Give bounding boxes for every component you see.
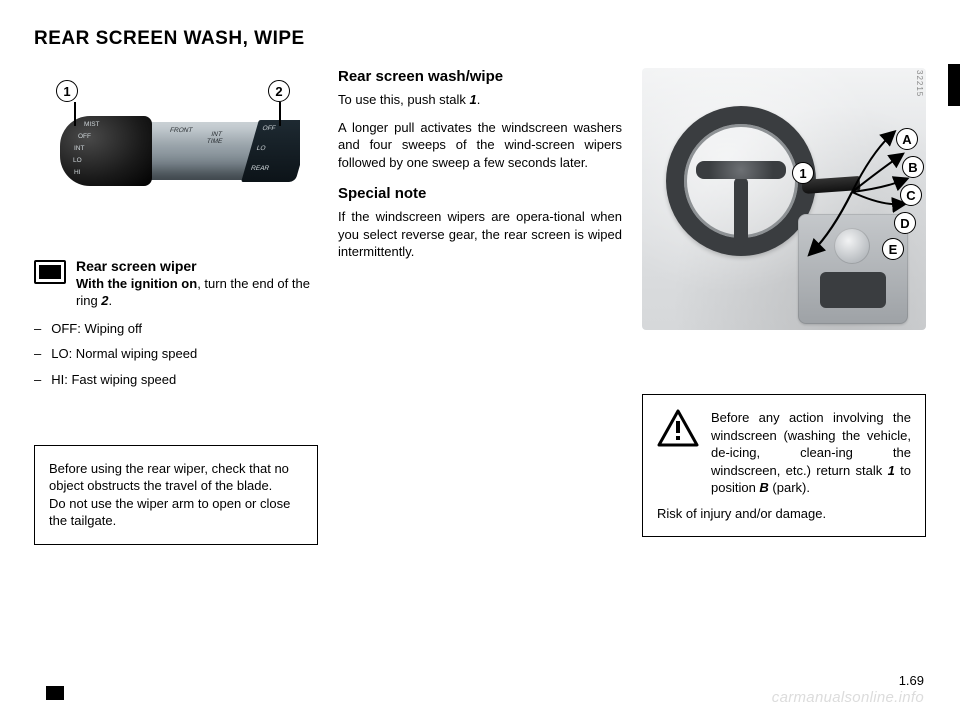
rear-wiper-lead: With the ignition on, turn the end of th… [76,276,310,309]
callout-A: A [896,128,918,150]
columns: OFF LO REAR FRONT INT TIME MIST OFF INT … [34,68,926,545]
note-text: Before using the rear wiper, check that … [49,461,290,529]
warn-pos-ref: B [759,480,768,495]
callout-1b: 1 [792,162,814,184]
washwipe-p2: A longer pull activates the windscreen w… [338,119,622,172]
special-note-text: If the windscreen wipers are opera-tiona… [338,208,622,261]
column-middle: Rear screen wash/wipe To use this, push … [338,68,622,545]
stalk-grip-shape: MIST OFF INT LO HI [60,116,152,186]
stalk-label-int: INT [74,146,84,153]
callout-2-leader [279,102,281,126]
callout-1: 1 [56,80,78,102]
stalk-label-hi: HI [74,170,81,177]
watermark: carmanualsonline.info [772,689,924,706]
stalk-label-inttime: INT TIME [206,132,225,145]
stalk-label-rear: REAR [250,166,270,173]
stalk-label-mist: MIST [84,122,100,129]
callout-1-leader [74,102,76,126]
period1: . [109,293,113,308]
washwipe-heading: Rear screen wash/wipe [338,68,622,85]
manual-page: REAR SCREEN WASH, WIPE OFF LO REAR FRONT… [0,0,960,710]
p1a: To use this, push stalk [338,92,470,107]
p1b: . [477,92,481,107]
warn-l1: Before any action involving the windscre… [711,410,911,478]
image-reference-number: 32215 [915,70,924,97]
special-note-heading: Special note [338,185,622,202]
stalk-ref-1a: 1 [470,92,477,107]
section-tab [948,64,960,106]
warning-row: Before any action involving the windscre… [657,409,911,497]
figure-dashboard: 32215 1 A B [642,68,926,330]
stalk-rear-panel: OFF LO REAR [241,120,300,182]
column-right: 32215 1 A B [642,68,926,545]
option-hi: HI: Fast wiping speed [34,371,318,389]
washwipe-p1: To use this, push stalk 1. [338,91,622,109]
rear-wiper-heading-text: Rear screen wiper With the ignition on, … [76,258,318,310]
rear-wiper-options: OFF: Wiping off LO: Normal wiping speed … [34,320,318,389]
callout-D: D [894,212,916,234]
rear-wiper-heading-row: Rear screen wiper With the ignition on, … [34,258,318,310]
page-title: REAR SCREEN WASH, WIPE [34,28,926,50]
option-off: OFF: Wiping off [34,320,318,338]
warning-text-1: Before any action involving the windscre… [711,409,911,497]
stalk-label-front: FRONT [169,128,193,135]
footer-tab-mark [46,686,64,700]
page-number: 1.69 [899,673,924,688]
callout-B: B [902,156,924,178]
callout-C: C [900,184,922,206]
callout-E: E [882,238,904,260]
warning-box: Before any action involving the windscre… [642,394,926,537]
warning-text-2: Risk of injury and/or damage. [657,505,911,523]
figure-wiper-stalk: OFF LO REAR FRONT INT TIME MIST OFF INT … [34,72,318,252]
warning-triangle-icon [657,409,699,447]
warn-stalk-ref: 1 [888,463,895,478]
rear-wiper-section: Rear screen wiper With the ignition on, … [34,258,318,389]
column-left: OFF LO REAR FRONT INT TIME MIST OFF INT … [34,68,318,545]
rear-wiper-heading: Rear screen wiper [76,258,318,275]
stalk-label-off: OFF [78,134,91,141]
warn-tail: (park). [769,480,810,495]
note-box: Before using the rear wiper, check that … [34,445,318,545]
stalk-label-lo2: LO [256,146,267,153]
option-lo: LO: Normal wiping speed [34,345,318,363]
callout-2: 2 [268,80,290,102]
rear-wiper-lead-bold: With the ignition on [76,276,197,291]
rear-wiper-icon [34,260,66,284]
ring-ref: 2 [101,293,108,308]
stalk-label-off2: OFF [261,126,276,133]
stalk-label-lo: LO [73,158,82,165]
stalk-illustration: OFF LO REAR FRONT INT TIME MIST OFF INT … [60,102,300,198]
